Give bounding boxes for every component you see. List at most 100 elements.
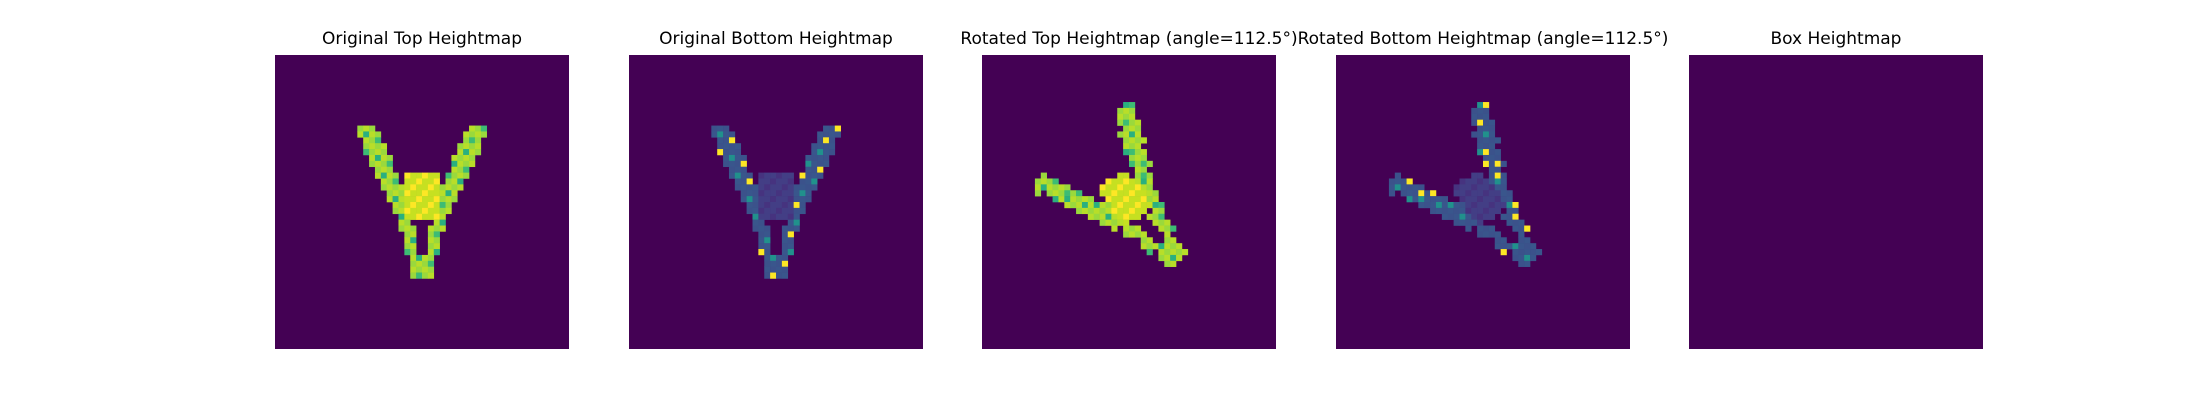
heatmap-cell: [1099, 190, 1106, 197]
heatmap-cell: [717, 149, 724, 156]
heatmap-cell: [398, 202, 405, 209]
heatmap-cell: [1477, 102, 1484, 109]
heatmap-cell: [734, 172, 742, 179]
heatmap-cell: [1111, 207, 1118, 215]
heatmap-cell: [1500, 184, 1507, 191]
heatmap-cell: [758, 213, 765, 220]
heatmap-cell: [427, 254, 435, 262]
heatmap-cell: [1105, 184, 1112, 191]
heatmap-cell: [374, 131, 382, 138]
heatmap-cell: [1123, 125, 1130, 132]
heatmap-cell: [463, 166, 470, 173]
heatmap-cell: [740, 190, 747, 197]
heatmap-cell: [1111, 202, 1118, 209]
heatmap-cell: [422, 202, 429, 209]
heatmap-cell: [764, 254, 771, 262]
heatmap-cell: [1140, 172, 1147, 179]
heatmap-cell: [1123, 107, 1130, 115]
heatmap-cell: [1129, 137, 1136, 144]
heatmap-cell: [799, 184, 806, 191]
heatmap-cell: [781, 237, 789, 244]
heatmap-cell: [793, 190, 800, 197]
heatmap-cell: [404, 172, 411, 179]
heatmap-cell: [1134, 154, 1142, 162]
heatmap-cell: [1040, 184, 1047, 191]
heatmap-cell: [457, 184, 464, 191]
heatmap-cell: [1512, 225, 1519, 232]
heatmap-cell: [1518, 237, 1525, 244]
heatmap-cell: [1418, 202, 1425, 209]
heatmap-cell: [1034, 184, 1042, 191]
heatmap-cell: [1518, 243, 1525, 250]
heatmap-cell: [380, 143, 388, 150]
heatmap-cell: [1129, 107, 1136, 115]
heatmap-cell: [427, 178, 435, 185]
heatmap-cell: [1140, 137, 1147, 144]
heatmap-cell: [1483, 149, 1490, 156]
heatmap-cell: [776, 172, 783, 179]
heatmap-cell: [1512, 202, 1519, 209]
heatmap-cell: [1152, 213, 1159, 220]
heatmap-cell: [711, 125, 718, 132]
heatmap-cell: [758, 225, 765, 232]
heatmap-cell: [1430, 202, 1437, 209]
heatmap-cell: [1477, 219, 1484, 226]
heatmap-cell: [1518, 254, 1525, 262]
heatmap-cell: [427, 213, 435, 220]
heatmap-cell: [752, 213, 759, 220]
heatmap-cell: [1535, 249, 1543, 256]
heatmap-cell: [1512, 207, 1519, 215]
heatmap-cell: [1453, 219, 1460, 226]
heatmap-cell: [776, 272, 783, 279]
heatmap-cell: [410, 207, 417, 215]
heatmap-cell: [1494, 243, 1501, 250]
heatmap-cell: [1477, 196, 1484, 203]
heatmap-cell: [369, 149, 376, 156]
heatmap-cell: [1170, 225, 1177, 232]
heatmap-cell: [1500, 243, 1507, 250]
heatmap-cell: [1123, 119, 1130, 126]
heatmap-cell: [1477, 178, 1484, 185]
heatmap-cell: [728, 137, 736, 144]
heatmap-cell: [1099, 219, 1106, 226]
heatmap-cell: [1483, 107, 1490, 115]
heatmap-cell: [817, 131, 824, 138]
heatmap-cell: [1488, 178, 1496, 185]
heatmap-cell: [1134, 207, 1142, 215]
heatmap-cell: [469, 125, 476, 132]
heatmap-cell: [1453, 202, 1460, 209]
heatmap-cell: [758, 207, 765, 215]
heatmap-cell: [1129, 149, 1136, 156]
heatmap-cell: [1483, 119, 1490, 126]
heatmap-cell: [427, 237, 435, 244]
heatmap-cell: [1158, 249, 1165, 256]
heatmap-cell: [427, 202, 435, 209]
heatmap-cell: [392, 202, 399, 209]
heatmap-cell: [416, 213, 423, 220]
heatmap-cell: [433, 184, 440, 191]
heatmap-cell: [1441, 196, 1449, 203]
heatmap-cell: [1105, 190, 1112, 197]
heatmap-cell: [1040, 172, 1047, 179]
heatmap-cell: [433, 249, 440, 256]
heatmap-cell: [1512, 254, 1519, 262]
heatmap-cell: [1483, 113, 1490, 120]
heatmap-cell: [1488, 166, 1496, 173]
heatmap-cell: [781, 266, 789, 273]
heatmap-cell: [740, 160, 747, 168]
heatmap-cell: [369, 131, 376, 138]
heatmap-cell: [363, 137, 370, 144]
heatmap-cell: [764, 225, 771, 232]
heatmap-cell: [1105, 202, 1112, 209]
heatmap-cell: [776, 190, 783, 197]
heatmap-cell: [1058, 196, 1065, 203]
heatmap-cell: [1099, 202, 1106, 209]
heatmap-cell: [1488, 137, 1496, 144]
heatmap-cell: [764, 202, 771, 209]
heatmap-cell: [764, 178, 771, 185]
heatmap-cell: [734, 154, 742, 162]
heatmap-cell: [758, 243, 765, 250]
heatmap-cell: [1111, 213, 1118, 220]
heatmap-cell: [1471, 219, 1478, 226]
heatmap-cell: [746, 190, 753, 197]
